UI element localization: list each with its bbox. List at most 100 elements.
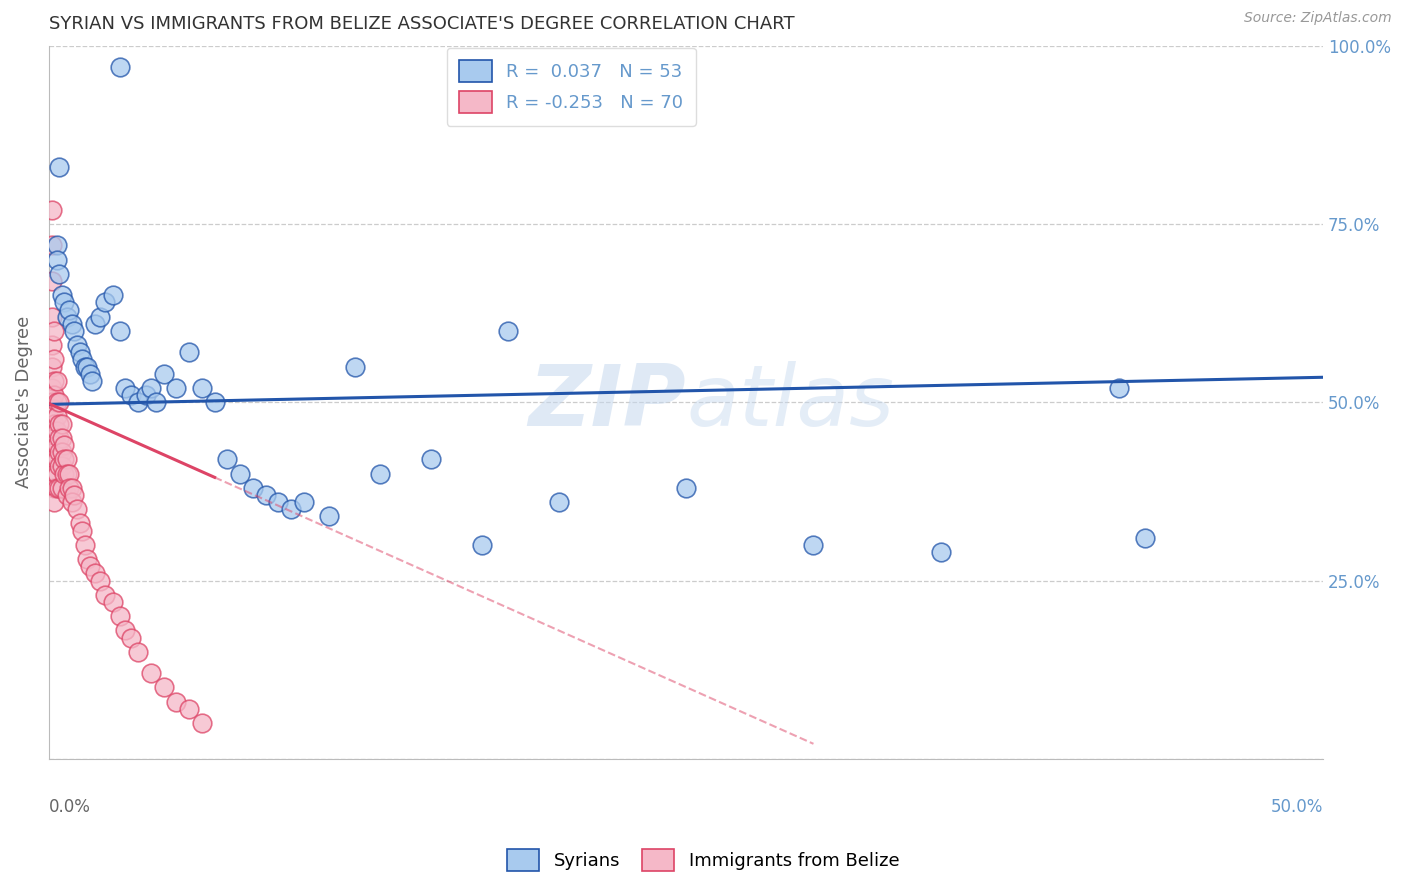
Point (48, 481, 70, 495)
Point (41, 274, 63, 288)
Point (89, 574, 111, 588)
Point (41, 395, 63, 409)
Point (45, 467, 67, 481)
Point (42, 431, 65, 445)
Point (48, 160, 70, 174)
Point (42, 481, 65, 495)
Point (152, 367, 174, 381)
Point (66, 338, 89, 352)
Point (41, 338, 63, 352)
Point (60, 495, 83, 509)
Point (51, 481, 73, 495)
Point (60, 481, 83, 495)
Point (1108, 381, 1130, 395)
Point (70, 352, 93, 367)
Point (165, 695, 187, 709)
Point (63, 324, 86, 338)
Point (45, 238, 67, 252)
Point (101, 288, 124, 302)
Point (45, 438, 67, 452)
Point (292, 495, 315, 509)
Point (547, 495, 569, 509)
Point (204, 395, 226, 409)
Point (368, 467, 391, 481)
Point (73, 538, 96, 552)
Text: 50.0%: 50.0% (1271, 798, 1323, 816)
Point (41, 238, 63, 252)
Point (53, 295, 76, 310)
Point (45, 409, 67, 424)
Point (82, 374, 104, 388)
Point (45, 395, 67, 409)
Point (179, 345, 201, 359)
Point (83, 317, 105, 331)
Point (41, 409, 63, 424)
Point (56, 488, 79, 502)
Point (110, 609, 132, 624)
Text: 0.0%: 0.0% (49, 798, 91, 816)
Point (51, 288, 73, 302)
Point (280, 502, 302, 516)
Point (45, 481, 67, 495)
Point (127, 645, 149, 659)
Point (63, 488, 86, 502)
Point (94, 588, 117, 602)
Point (51, 445, 73, 459)
Point (420, 452, 443, 467)
Point (48, 417, 70, 431)
Legend: R =  0.037   N = 53, R = -0.253   N = 70: R = 0.037 N = 53, R = -0.253 N = 70 (447, 47, 696, 126)
Point (42, 352, 65, 367)
Text: atlas: atlas (686, 360, 894, 443)
Point (69, 345, 91, 359)
Point (254, 488, 277, 502)
Point (51, 417, 73, 431)
Point (79, 559, 101, 574)
Legend: Syrians, Immigrants from Belize: Syrians, Immigrants from Belize (499, 842, 907, 879)
Point (675, 481, 697, 495)
Point (41, 381, 63, 395)
Point (66, 502, 89, 516)
Point (48, 395, 70, 409)
Point (42, 417, 65, 431)
Point (496, 324, 519, 338)
Point (803, 538, 825, 552)
Point (56, 452, 79, 467)
Point (76, 552, 98, 566)
Point (152, 681, 174, 695)
Point (83, 566, 105, 581)
Text: Source: ZipAtlas.com: Source: ZipAtlas.com (1244, 11, 1392, 25)
Point (76, 359, 98, 374)
Point (114, 381, 136, 395)
Point (41, 310, 63, 324)
Point (94, 295, 117, 310)
Point (267, 495, 290, 509)
Point (120, 631, 142, 645)
Point (56, 467, 79, 481)
Point (48, 431, 70, 445)
Point (53, 438, 76, 452)
Text: SYRIAN VS IMMIGRANTS FROM BELIZE ASSOCIATE'S DEGREE CORRELATION CHART: SYRIAN VS IMMIGRANTS FROM BELIZE ASSOCIA… (49, 15, 794, 33)
Point (229, 467, 252, 481)
Point (69, 516, 91, 531)
Point (191, 381, 214, 395)
Point (242, 481, 264, 495)
Point (139, 381, 162, 395)
Point (45, 452, 67, 467)
Point (42, 452, 65, 467)
Point (471, 538, 494, 552)
Point (58, 481, 80, 495)
Point (179, 702, 201, 716)
Point (139, 666, 162, 681)
Point (48, 459, 70, 474)
Point (110, 60, 132, 74)
Point (79, 367, 101, 381)
Point (191, 716, 214, 731)
Point (217, 452, 239, 467)
Point (929, 545, 952, 559)
Point (41, 359, 63, 374)
Point (89, 310, 111, 324)
Point (114, 624, 136, 638)
Point (41, 202, 63, 217)
Point (42, 388, 65, 402)
Point (120, 388, 142, 402)
